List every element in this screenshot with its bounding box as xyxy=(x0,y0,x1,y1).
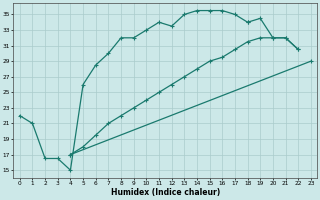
X-axis label: Humidex (Indice chaleur): Humidex (Indice chaleur) xyxy=(111,188,220,197)
